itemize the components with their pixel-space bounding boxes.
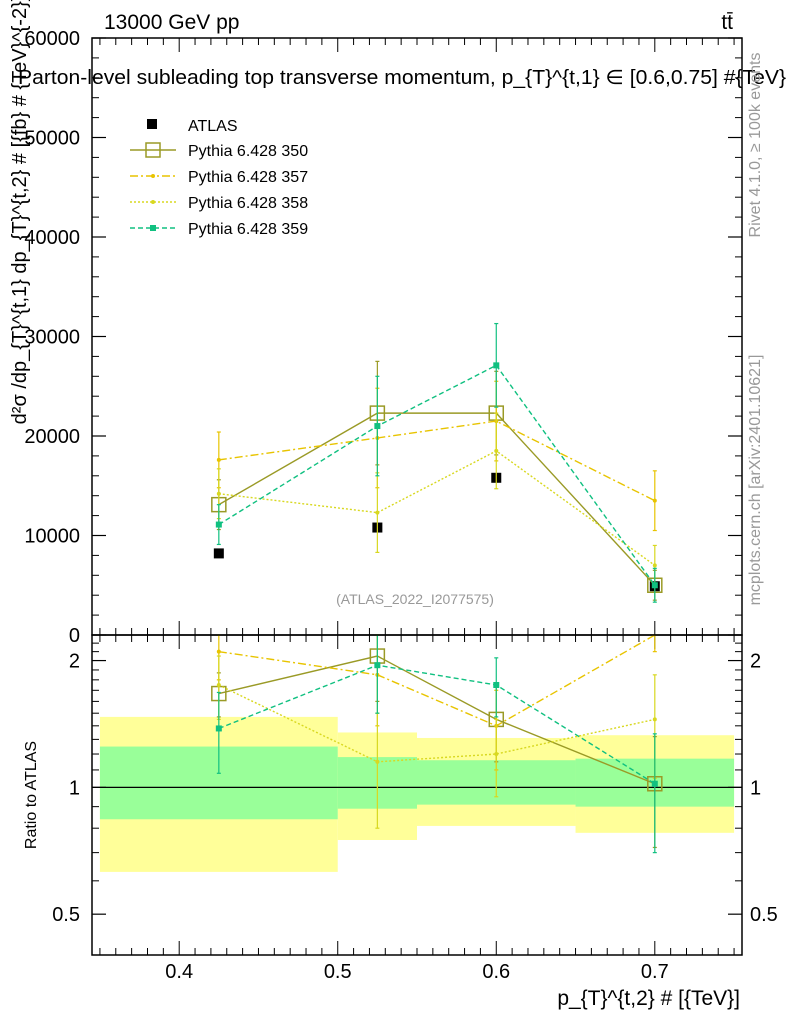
main-line-p357 bbox=[218, 420, 656, 502]
ratio-point-p359 bbox=[651, 780, 658, 787]
main-y-tick-label: 40000 bbox=[24, 227, 80, 249]
legend-marker-359 bbox=[150, 225, 156, 231]
main-line-p359 bbox=[218, 364, 656, 586]
ratio-panel-frame bbox=[91, 634, 743, 956]
ratio-y-axis-label: Ratio to ATLAS bbox=[23, 741, 40, 849]
side-label-rivet: Rivet 4.1.0, ≥ 100k events bbox=[747, 53, 764, 238]
main-point-atlas bbox=[213, 548, 224, 559]
main-point-p359 bbox=[215, 521, 222, 528]
main-point-p358 bbox=[652, 563, 657, 568]
legend-marker-358 bbox=[151, 200, 155, 204]
ratio-y-tick-label: 0.5 bbox=[52, 904, 80, 926]
ratio-point-p359 bbox=[493, 681, 500, 688]
main-point-p357 bbox=[216, 457, 221, 462]
legend-label-359: Pythia 6.428 359 bbox=[188, 221, 308, 238]
x-axis-label: p_{T}^{t,2} # [{TeV}] bbox=[557, 987, 740, 1010]
ratio-point-p358 bbox=[652, 717, 657, 722]
x-tick-label: 0.7 bbox=[641, 961, 669, 983]
ratio-point-p358 bbox=[216, 682, 221, 687]
ratio-y-tick-label-right: 0.5 bbox=[750, 904, 778, 926]
legend-label-atlas: ATLAS bbox=[188, 118, 238, 135]
ratio-line-p350 bbox=[218, 655, 656, 785]
main-y-tick-label: 60000 bbox=[24, 28, 80, 50]
main-panel: 0 10000 20000 30000 40000 50000 60000 bbox=[24, 28, 742, 647]
main-point-p358 bbox=[375, 510, 380, 515]
main-point-p359 bbox=[493, 362, 500, 369]
x-tick-label: 0.4 bbox=[165, 961, 193, 983]
legend-label-350: Pythia 6.428 350 bbox=[188, 143, 308, 160]
ratio-panel: 0.5 0.5 1 1 2 2 0.4 0.5 0.6 0.7 bbox=[52, 634, 778, 983]
ratio-point-p358 bbox=[494, 752, 499, 757]
main-y-tick-label: 0 bbox=[69, 625, 80, 647]
watermark: (ATLAS_2022_I2077575) bbox=[336, 591, 494, 607]
main-point-p357 bbox=[652, 498, 657, 503]
legend-label-357: Pythia 6.428 357 bbox=[188, 169, 308, 186]
legend-marker-atlas bbox=[147, 119, 157, 129]
side-label-mcplots: mcplots.cern.ch [arXiv:2401.10621] bbox=[747, 355, 764, 606]
legend: ATLAS Pythia 6.428 350 Pythia 6.428 357 … bbox=[130, 118, 308, 238]
ratio-line-p357 bbox=[218, 634, 656, 727]
main-point-p358 bbox=[494, 448, 499, 453]
ratio-y-tick-label: 1 bbox=[69, 777, 80, 799]
ratio-point-p358 bbox=[375, 759, 380, 764]
ratio-y-tick-label: 2 bbox=[69, 651, 80, 673]
x-tick-label: 0.5 bbox=[324, 961, 352, 983]
ratio-y-tick-label-right: 1 bbox=[750, 777, 761, 799]
legend-marker-350 bbox=[145, 142, 161, 158]
main-y-tick-label: 30000 bbox=[24, 327, 80, 349]
main-y-tick-label: 50000 bbox=[24, 128, 80, 150]
process-label: tt̄ bbox=[721, 11, 733, 34]
ratio-point-p359 bbox=[374, 662, 381, 669]
main-point-p358 bbox=[216, 491, 221, 496]
ratio-line-p358 bbox=[218, 684, 655, 763]
legend-label-358: Pythia 6.428 358 bbox=[188, 195, 308, 212]
energy-label: 13000 GeV pp bbox=[104, 11, 239, 34]
x-tick-label: 0.6 bbox=[482, 961, 510, 983]
plot-title: Parton-level subleading top transverse m… bbox=[18, 67, 786, 89]
main-y-tick-label: 10000 bbox=[24, 526, 80, 548]
ratio-point-p357 bbox=[216, 649, 221, 654]
ratio-line-p359 bbox=[218, 664, 656, 785]
ratio-y-tick-label-right: 2 bbox=[750, 651, 761, 673]
main-y-tick-label: 20000 bbox=[24, 426, 80, 448]
legend-marker-357 bbox=[151, 174, 155, 178]
ratio-point-p359 bbox=[215, 725, 222, 732]
main-line-p350 bbox=[218, 412, 656, 586]
main-point-p359 bbox=[374, 423, 381, 430]
main-point-p359 bbox=[651, 582, 658, 589]
main-y-axis-label: d²σ /dp_{T}^{t,1} dp_{T}^{t,2} # [{fb} #… bbox=[9, 0, 31, 424]
